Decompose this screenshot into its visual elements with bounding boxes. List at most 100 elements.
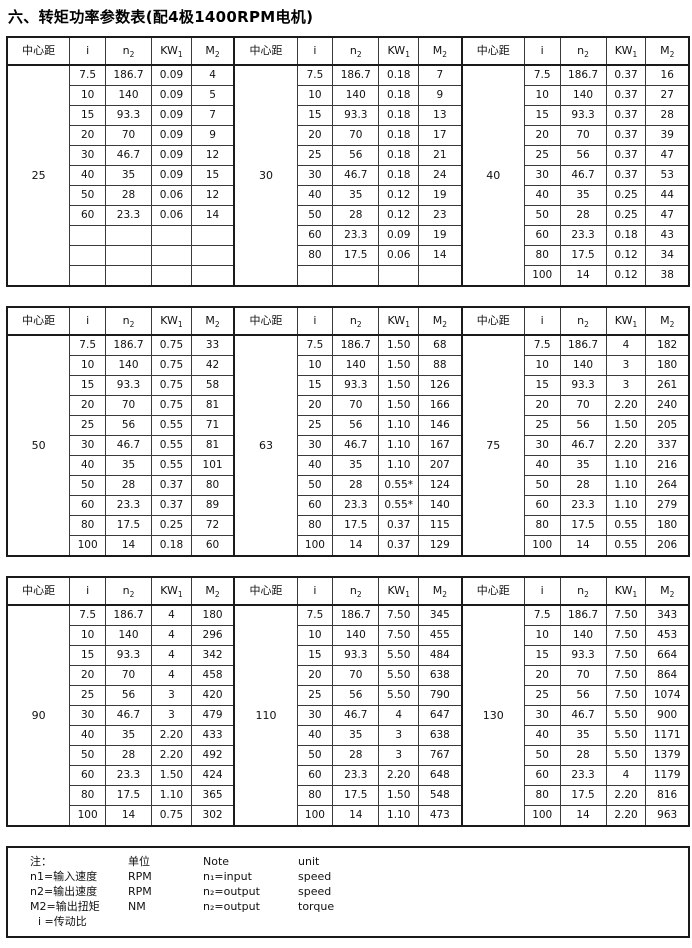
- cell-kw: 1.10: [378, 455, 420, 476]
- cell-i: 7.5: [69, 334, 106, 356]
- cell-n2: 186.7: [332, 604, 380, 626]
- cell-n2: 140: [559, 355, 607, 376]
- col-header-center-distance: 中心距: [6, 306, 71, 336]
- cell-n2: 46.7: [332, 705, 380, 726]
- cell-kw: 0.37: [605, 165, 647, 186]
- cell-n2: 140: [559, 85, 607, 106]
- cell-m2: 963: [645, 805, 690, 827]
- legend-label-cn: i =传动比: [38, 915, 87, 928]
- torque-power-table: 中心距 i n2 KW1 M2 中心距 i n2 KW1 M2 中心距 i n2 KW1 M2 50 7.5 18…: [6, 306, 690, 557]
- cell-kw: 2.20: [378, 765, 420, 786]
- cell-m2: 240: [645, 395, 690, 416]
- cell-kw: 0.75: [151, 355, 192, 376]
- cell-m2: 43: [645, 225, 690, 246]
- cell-i: 80: [523, 785, 561, 806]
- cell-i: 50: [523, 745, 561, 766]
- cell-m2: 816: [645, 785, 690, 806]
- col-header-kw: KW1: [151, 576, 192, 606]
- cell-i: 100: [523, 805, 561, 827]
- cell-m2: 89: [190, 495, 235, 516]
- cell-kw: 0.12: [378, 185, 420, 206]
- col-header-m2: M2: [645, 576, 690, 606]
- cell-m2: 12: [190, 185, 235, 206]
- cell-i: 50: [69, 475, 106, 496]
- cell-n2: 93.3: [104, 645, 153, 666]
- cell-m2: 16: [645, 64, 690, 86]
- cell-m2: 13: [418, 105, 463, 126]
- cell-m2: 337: [645, 435, 690, 456]
- table-row: 15 93.3 0.09 7 15 93.3 0.18 13 15 93.3 0.37 28: [7, 105, 690, 126]
- cell-kw: 0.55: [151, 455, 192, 476]
- cell-n2: 46.7: [559, 165, 607, 186]
- legend-row: 注： 单位 Note unit: [8, 854, 688, 869]
- table-row: 90 7.5 186.7 4 180 110 7.5 186.7 7.50 345 130 7.5 18…: [6, 604, 690, 827]
- cell-n2: 56: [559, 415, 607, 436]
- table-spacer: [0, 827, 692, 846]
- cell-n2: 70: [104, 395, 153, 416]
- legend-label-en: n₂=output: [203, 900, 260, 913]
- cell-kw: 0.37: [378, 535, 420, 557]
- cell-m2: 71: [190, 415, 235, 436]
- legend-row: M2=输出扭矩 NM n₂=output torque: [8, 899, 688, 914]
- cell-m2: 60: [190, 535, 235, 557]
- cell-m2: 180: [645, 515, 690, 536]
- cell-kw: 0.18: [378, 64, 420, 86]
- cell-m2: 296: [190, 625, 235, 646]
- cell-kw: 0.18: [378, 85, 420, 106]
- cell-m2: 140: [418, 495, 463, 516]
- cell-n2: 35: [332, 455, 380, 476]
- cell-m2: 23: [418, 205, 463, 226]
- cell-kw: 0.09: [151, 105, 192, 126]
- cell-i: 25: [523, 685, 561, 706]
- cell-n2: 186.7: [559, 604, 607, 626]
- cell-m2: 1179: [645, 765, 690, 786]
- table-row: 60 23.3 0.06 14 50 28 0.12 23 50 28 0.25 47: [7, 205, 690, 226]
- page-title: 六、转矩功率参数表(配4极1400RPM电机): [8, 8, 314, 26]
- cell-i: 20: [523, 665, 561, 686]
- cell-m2: 473: [418, 805, 463, 827]
- col-header-n2: n2: [104, 576, 153, 606]
- center-distance-value: 50: [6, 334, 71, 557]
- cell-kw: 5.50: [378, 645, 420, 666]
- cell-n2: 70: [559, 125, 607, 146]
- cell-i: 10: [523, 85, 561, 106]
- cell-m2: 44: [645, 185, 690, 206]
- table-row: 50 28 0.06 12 40 35 0.12 19 40 35 0.25 44: [7, 185, 690, 206]
- cell-i: 15: [523, 375, 561, 396]
- table-row: 40 35 0.09 15 30 46.7 0.18 24 30 46.7 0.37 53: [7, 165, 690, 186]
- cell-m2: 261: [645, 375, 690, 396]
- legend-label-cn: 注：: [30, 855, 52, 868]
- cell-kw: 0.55*: [378, 475, 420, 496]
- cell-n2: 35: [332, 185, 380, 206]
- cell-kw: 7.50: [605, 604, 647, 626]
- cell-kw: 0.18: [378, 125, 420, 146]
- cell-m2: 864: [645, 665, 690, 686]
- cell-n2: 14: [559, 805, 607, 827]
- col-header-n2: n2: [332, 576, 380, 606]
- cell-i: 10: [296, 85, 334, 106]
- cell-i: 50: [523, 475, 561, 496]
- legend-label-cn: n1=输入速度: [30, 870, 98, 883]
- cell-kw: 0.37: [378, 515, 420, 536]
- cell-kw: 1.10: [605, 455, 647, 476]
- cell-n2: [104, 245, 153, 266]
- cell-m2: 1379: [645, 745, 690, 766]
- cell-n2: 28: [332, 745, 380, 766]
- cell-m2: 21: [418, 145, 463, 166]
- cell-kw: 5.50: [378, 665, 420, 686]
- table-row: 80 17.5 0.25 72 80 17.5 0.37 115 80 17.5 0.55 180: [7, 515, 690, 536]
- cell-m2: 129: [418, 535, 463, 557]
- cell-m2: 14: [418, 245, 463, 266]
- cell-kw: 0.37: [605, 105, 647, 126]
- cell-n2: 35: [104, 165, 153, 186]
- cell-i: 60: [523, 495, 561, 516]
- cell-kw: 7.50: [605, 685, 647, 706]
- cell-n2: 56: [104, 415, 153, 436]
- cell-i: 40: [69, 725, 106, 746]
- legend-row: i =传动比: [8, 914, 688, 929]
- cell-kw: 0.75: [151, 375, 192, 396]
- legend-unit-cn: RPM: [128, 870, 152, 883]
- cell-n2: 17.5: [332, 515, 380, 536]
- cell-kw: 4: [151, 604, 192, 626]
- cell-i: 40: [296, 455, 334, 476]
